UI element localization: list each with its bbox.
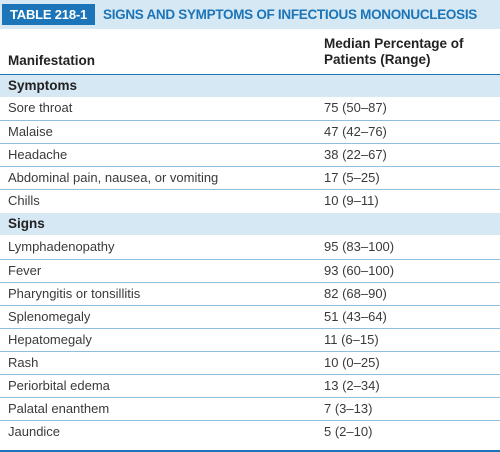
row-manifestation: Rash — [8, 355, 39, 370]
column-header-median-line1: Median Percentage of — [324, 36, 464, 51]
section-header-symptoms: Symptoms — [0, 75, 500, 97]
row-manifestation: Hepatomegaly — [8, 332, 92, 347]
row-manifestation: Pharyngitis or tonsillitis — [8, 286, 141, 301]
table-row: Splenomegaly 51 (43–64) — [0, 305, 500, 328]
section-label: Symptoms — [8, 78, 78, 93]
table-row: Fever 93 (60–100) — [0, 259, 500, 282]
row-manifestation: Fever — [8, 263, 42, 278]
row-manifestation: Lymphadenopathy — [8, 239, 115, 254]
row-manifestation: Palatal enanthem — [8, 401, 110, 416]
row-manifestation: Chills — [8, 193, 40, 208]
row-percentage: 38 (22–67) — [324, 147, 387, 162]
row-percentage: 75 (50–87) — [324, 100, 387, 115]
row-manifestation: Periorbital edema — [8, 378, 110, 393]
row-percentage: 47 (42–76) — [324, 124, 387, 139]
section-label: Signs — [8, 216, 45, 231]
row-manifestation: Jaundice — [8, 424, 61, 439]
table-row: Periorbital edema 13 (2–34) — [0, 374, 500, 397]
column-header-band — [0, 29, 500, 74]
table-row: Lymphadenopathy 95 (83–100) — [0, 236, 500, 259]
table-row: Rash 10 (0–25) — [0, 351, 500, 374]
column-header-median-line2: Patients (Range) — [324, 52, 431, 67]
row-percentage: 95 (83–100) — [324, 239, 395, 254]
table-row: Palatal enanthem 7 (3–13) — [0, 397, 500, 420]
row-percentage: 5 (2–10) — [324, 424, 373, 439]
row-percentage: 11 (6–15) — [324, 332, 379, 347]
table-title: SIGNS AND SYMPTOMS OF INFECTIOUS MONONUC… — [103, 7, 477, 22]
table-row: Malaise 47 (42–76) — [0, 120, 500, 143]
table-row: Jaundice 5 (2–10) — [0, 420, 500, 443]
bottom-rule — [0, 450, 500, 452]
header-rule — [0, 74, 500, 75]
section-header-signs: Signs — [0, 213, 500, 235]
table-row: Sore throat 75 (50–87) — [0, 97, 500, 120]
row-percentage: 10 (0–25) — [324, 355, 380, 370]
row-manifestation: Sore throat — [8, 100, 73, 115]
column-header-median: Median Percentage of Patients (Range) — [324, 36, 499, 68]
row-percentage: 7 (3–13) — [324, 401, 373, 416]
table-row: Hepatomegaly 11 (6–15) — [0, 328, 500, 351]
table-row: Headache 38 (22–67) — [0, 143, 500, 166]
row-percentage: 51 (43–64) — [324, 309, 387, 324]
row-percentage: 93 (60–100) — [324, 263, 395, 278]
table-row: Chills 10 (9–11) — [0, 189, 500, 212]
row-percentage: 13 (2–34) — [324, 378, 380, 393]
row-percentage: 82 (68–90) — [324, 286, 387, 301]
column-header-manifestation: Manifestation — [8, 53, 96, 68]
table-number-badge: TABLE 218-1 — [2, 4, 95, 25]
table-title-bar: TABLE 218-1 SIGNS AND SYMPTOMS OF INFECT… — [0, 0, 500, 29]
row-percentage: 10 (9–11) — [324, 193, 379, 208]
table-row: Abdominal pain, nausea, or vomiting 17 (… — [0, 166, 500, 189]
row-manifestation: Malaise — [8, 124, 53, 139]
row-manifestation: Splenomegaly — [8, 309, 91, 324]
row-manifestation: Abdominal pain, nausea, or vomiting — [8, 170, 219, 185]
row-manifestation: Headache — [8, 147, 68, 162]
row-percentage: 17 (5–25) — [324, 170, 380, 185]
table-row: Pharyngitis or tonsillitis 82 (68–90) — [0, 282, 500, 305]
